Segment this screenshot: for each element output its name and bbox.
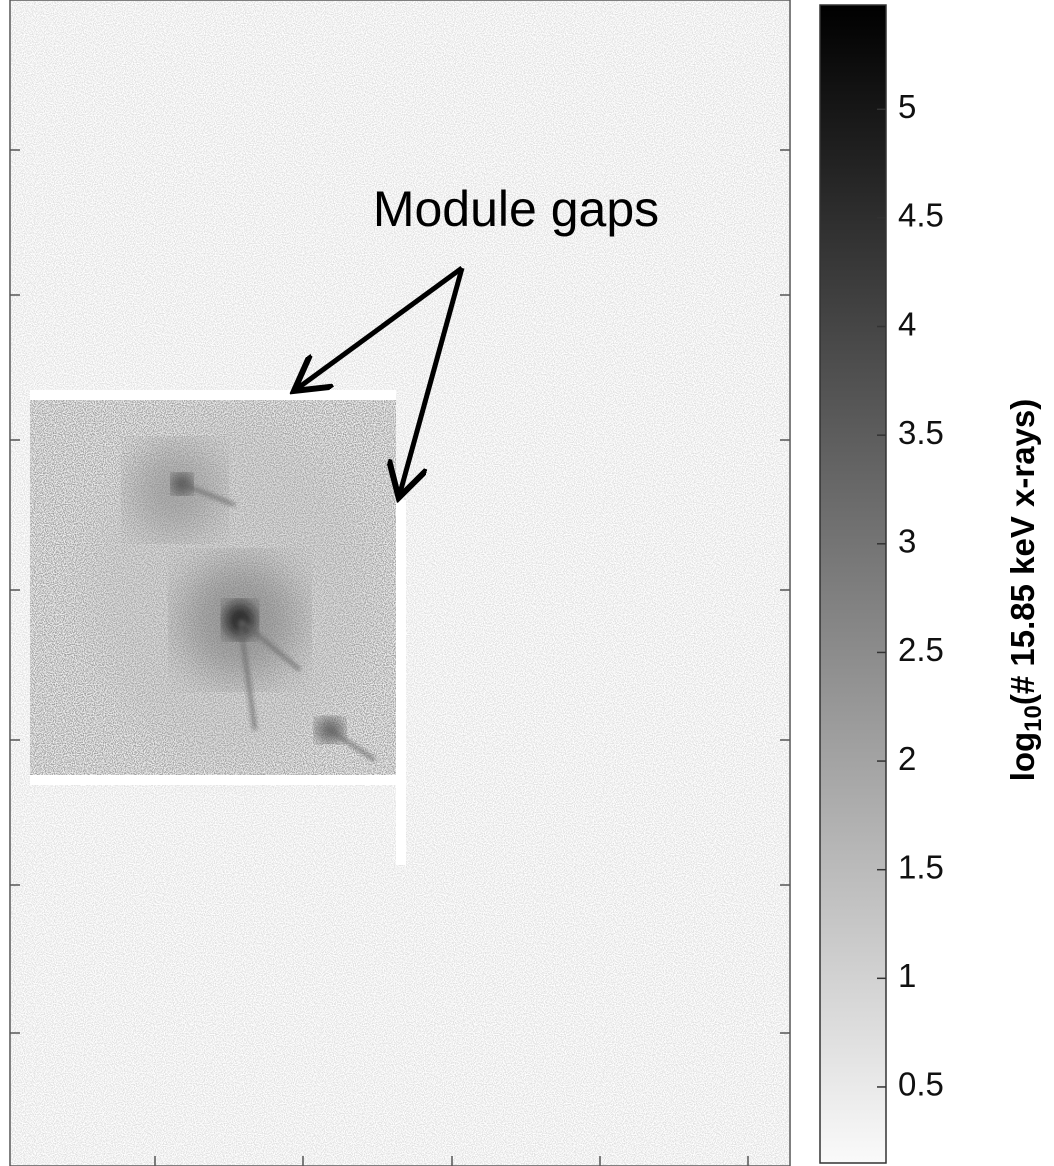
colorbar-gradient xyxy=(819,4,887,1164)
detector-image xyxy=(11,1,789,1165)
annotation-text: Module gaps xyxy=(373,181,659,237)
arrow xyxy=(298,265,464,388)
colorbar: 0.5 1 1.5 2 2.5 3 3.5 4 4.5 5 xyxy=(819,4,944,1164)
label-prefix: log xyxy=(1004,732,1041,781)
colorbar-tick-label: 2 xyxy=(898,740,916,777)
colorbar-tick-label: 3.5 xyxy=(898,414,944,451)
label-subscript: 10 xyxy=(1020,705,1047,732)
colorbar-tick-label: 5 xyxy=(898,88,916,125)
colorbar-tick-label: 0.5 xyxy=(898,1066,944,1103)
label-suffix: (# 15.85 keV x-rays) xyxy=(1004,399,1041,705)
axes-frame xyxy=(9,0,791,1166)
colorbar-tick-label: 4.5 xyxy=(898,197,944,234)
colorbar-label: log10(# 15.85 keV x-rays) xyxy=(1004,399,1048,782)
annotation: Module gaps xyxy=(298,181,659,493)
colorbar-tick-label: 2.5 xyxy=(898,631,944,668)
colorbar-tick-label: 4 xyxy=(898,305,916,342)
colorbar-tick-label: 1 xyxy=(898,957,916,994)
colorbar-tick-label: 3 xyxy=(898,523,916,560)
colorbar-tick-label: 1.5 xyxy=(898,848,944,885)
image-axes xyxy=(9,0,791,1166)
arrow xyxy=(400,267,465,493)
